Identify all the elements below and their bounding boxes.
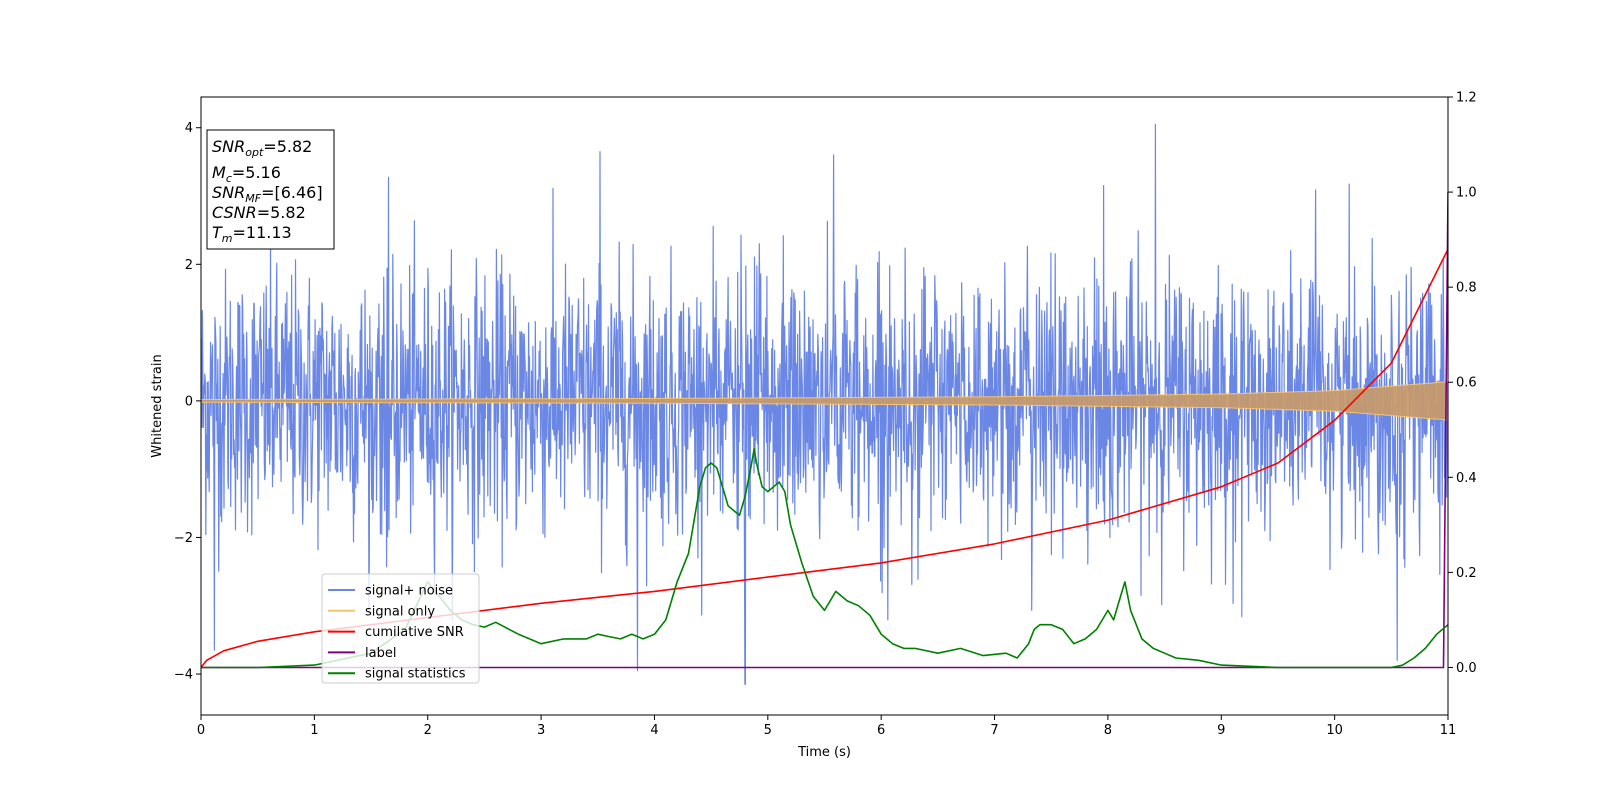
x-tick-label: 2 — [424, 723, 432, 738]
x-tick-label: 9 — [1217, 723, 1225, 738]
x-tick-label: 10 — [1326, 723, 1343, 738]
y-tick-label: 2 — [185, 258, 193, 273]
y-tick-label: −4 — [174, 668, 193, 683]
y-axis-label: Whitened strain — [150, 354, 165, 457]
x-tick-label: 1 — [310, 723, 318, 738]
legend-cumulative-snr-label: cumilative SNR — [365, 625, 464, 640]
info-box-frame — [206, 129, 335, 250]
y2-tick-label: 0.8 — [1456, 281, 1477, 296]
series-cumulative-snr-line — [201, 248, 1448, 668]
legend: signal+ noise signal only cumilative SNR la… — [321, 573, 480, 684]
plot-frame — [200, 96, 1449, 716]
y2-tick-label: 0.4 — [1456, 471, 1477, 486]
series-label-line — [201, 192, 1448, 669]
info-snr-opt: SNRopt=5.82 — [212, 137, 312, 159]
x-tick-label: 6 — [877, 723, 885, 738]
legend-signal-only-label: signal only — [365, 604, 435, 619]
y2-tick-label: 1.2 — [1456, 91, 1477, 106]
series-signal-only-band — [201, 381, 1448, 421]
y-tick-label: −2 — [174, 531, 193, 546]
legend-frame — [321, 573, 480, 684]
x-tick-label: 4 — [650, 723, 658, 738]
x-tick-label: 0 — [197, 723, 205, 738]
x-axis-label: Time (s) — [797, 745, 851, 760]
info-mc: Mc=5.16 — [212, 163, 281, 185]
info-box: SNRopt=5.82 Mc=5.16 SNRMF=[6.46] CSNR=5.… — [206, 129, 335, 250]
x-tick-label: 7 — [990, 723, 998, 738]
info-snr-mf: SNRMF=[6.46] — [212, 183, 323, 205]
x-tick-label: 5 — [764, 723, 772, 738]
y2-tick-label: 1.0 — [1456, 186, 1477, 201]
legend-signal-noise-label: signal+ noise — [365, 584, 453, 599]
axes: 0 1 2 3 4 5 6 7 8 9 10 11 −4 −2 0 2 4 0.0 0.2 0.4 0.6 0.8 1.0 1… — [174, 91, 1477, 739]
series-signal-statistics-line — [201, 448, 1448, 669]
legend-label-label: label — [365, 646, 396, 661]
y2-tick-label: 0.6 — [1456, 376, 1477, 391]
plot-area — [201, 123, 1448, 685]
x-tick-label: 3 — [537, 723, 545, 738]
y2-tick-label: 0.2 — [1456, 566, 1477, 581]
info-tm: Tm=11.13 — [212, 223, 292, 245]
x-tick-label: 11 — [1440, 723, 1457, 738]
info-csnr: CSNR=5.82 — [212, 203, 306, 222]
y2-tick-label: 0.0 — [1456, 661, 1477, 676]
legend-signal-statistics-label: signal statistics — [365, 667, 466, 682]
y-tick-label: 4 — [185, 121, 193, 136]
x-tick-label: 8 — [1104, 723, 1112, 738]
series-signal-noise-line — [201, 123, 1448, 685]
y-tick-label: 0 — [185, 394, 193, 409]
